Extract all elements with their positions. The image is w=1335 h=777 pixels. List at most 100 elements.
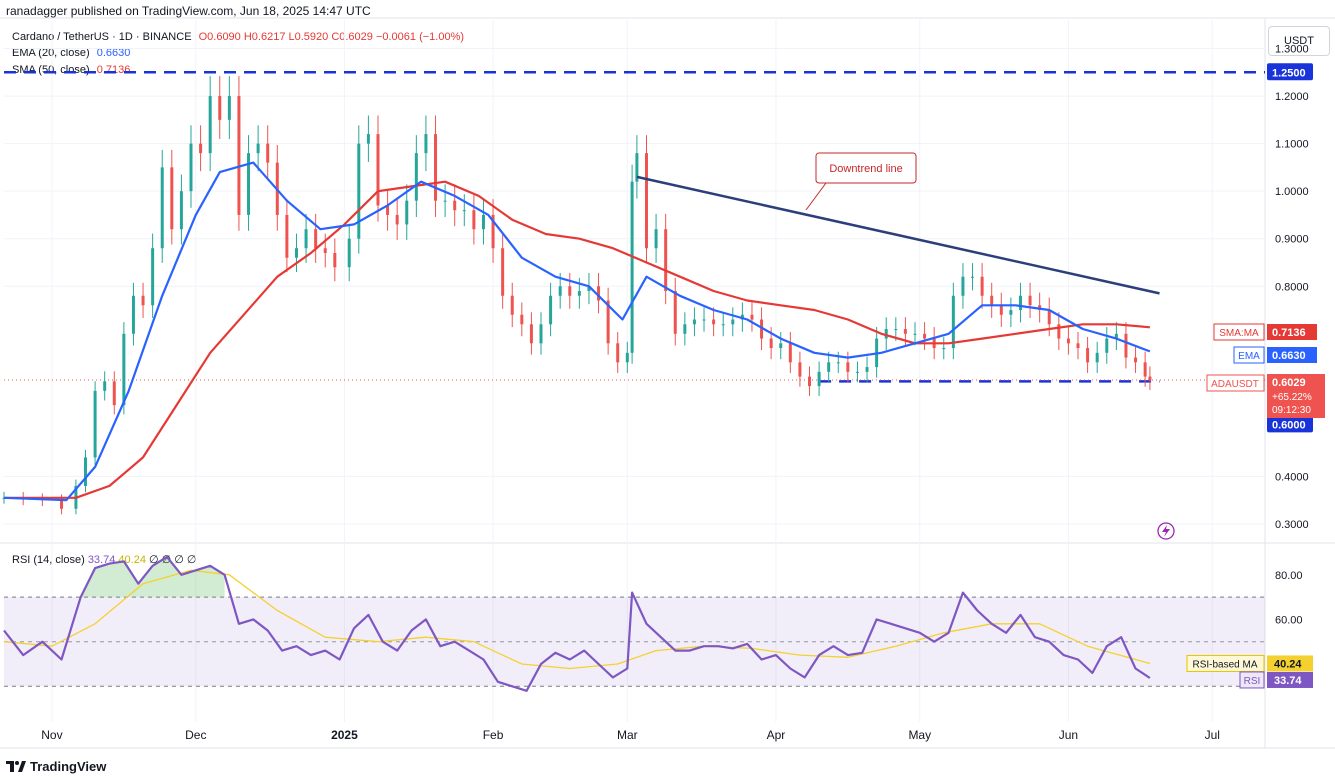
candle-body — [951, 295, 955, 349]
ema-badge-bg — [1267, 347, 1317, 363]
time-tick-label: Dec — [185, 728, 206, 742]
candle-body — [314, 229, 318, 249]
currency-selector[interactable]: USDT — [1268, 26, 1330, 56]
candle-body — [1086, 348, 1090, 363]
rsi-badge-bg — [1267, 671, 1313, 688]
candle-body — [218, 96, 222, 120]
candle-body — [60, 500, 64, 509]
candle-body — [414, 153, 418, 201]
candle-body — [74, 485, 78, 509]
candle-body — [1124, 333, 1128, 358]
time-tick-label: Jun — [1059, 728, 1078, 742]
symbol-badge-label-bg — [1206, 374, 1265, 392]
candle-body — [558, 286, 562, 296]
candle-body — [208, 96, 212, 154]
candle-body — [294, 248, 298, 258]
candle-body — [932, 338, 936, 349]
symbol-badge-value: 0.6029 — [1272, 377, 1306, 389]
ema-badge-label: EMA — [1238, 351, 1260, 362]
candle-body — [347, 238, 351, 268]
rsi-legend: RSI (14, close) 33.74 40.24 ∅ ∅ ∅ ∅ — [12, 553, 197, 566]
candle-body — [395, 214, 399, 225]
candle-body — [189, 143, 193, 192]
candle-body — [587, 286, 591, 292]
symbol-title[interactable]: Cardano / TetherUS · 1D · BINANCE — [12, 31, 192, 43]
symbol-badge-label: ADAUSDT — [1211, 379, 1259, 390]
tradingview-footer: TradingView — [6, 759, 106, 774]
time-tick-label: Jul — [1205, 728, 1220, 742]
candle-body — [1018, 295, 1022, 311]
candle-body — [434, 134, 438, 201]
candle-body — [750, 314, 754, 320]
candle-body — [539, 324, 543, 344]
candle-body — [199, 143, 203, 154]
candle-body — [606, 300, 610, 344]
rsi-line — [3, 555, 1151, 692]
candle-body — [788, 343, 792, 363]
candle-body — [1066, 338, 1070, 344]
candle-body — [625, 352, 629, 363]
ema-label[interactable]: EMA (20, close) — [12, 47, 90, 59]
ema-value: 0.6630 — [96, 47, 131, 59]
candle-body — [855, 371, 859, 373]
footer-brand: TradingView — [30, 759, 107, 774]
candle-body — [285, 214, 289, 258]
candle-body — [2, 497, 6, 499]
published-note: ranadagger published on TradingView.com,… — [6, 4, 371, 18]
rsi-extra-values: ∅ ∅ ∅ ∅ — [149, 554, 197, 566]
candle-body — [654, 229, 658, 249]
candle-body — [568, 286, 572, 296]
rsi-ma-line — [3, 569, 1151, 670]
candle-body — [529, 324, 533, 344]
level-badge-label: 1.2500 — [1272, 67, 1306, 79]
candle-body — [256, 143, 260, 154]
candle-body — [1057, 324, 1061, 339]
candle-body — [491, 214, 495, 249]
candle-body — [1028, 295, 1032, 306]
candle-body — [103, 381, 107, 391]
price-tick-label: 0.4000 — [1275, 471, 1309, 483]
ema-badge-label-bg — [1233, 346, 1265, 364]
candle-body — [1105, 338, 1109, 353]
symbol-legend: Cardano / TetherUS · 1D · BINANCE O0.609… — [12, 31, 464, 43]
rsi-badge-value: 33.74 — [1274, 675, 1302, 687]
sma-legend: SMA (50, close) 0.7136 — [12, 64, 130, 76]
candle-body — [424, 134, 428, 154]
candle-body — [1009, 310, 1013, 315]
time-tick-label: Nov — [41, 728, 62, 742]
symbol-badge-bg — [1267, 374, 1325, 418]
time-tick-label: 2025 — [331, 728, 358, 742]
candle-body — [462, 210, 466, 212]
candle-body — [923, 333, 927, 339]
rsi-label[interactable]: RSI (14, close) — [12, 554, 85, 566]
candle-body — [630, 181, 634, 353]
price-tick-label: 1.0000 — [1275, 186, 1309, 198]
sma-label[interactable]: SMA (50, close) — [12, 64, 90, 76]
price-tick-label: 0.8000 — [1275, 281, 1309, 293]
annotation-text: Downtrend line — [829, 163, 902, 175]
candle-body — [961, 276, 965, 296]
candle-body — [1143, 362, 1147, 377]
sma-badge-label-bg — [1213, 323, 1265, 341]
sma50-line — [4, 180, 1150, 499]
candle-body — [93, 390, 97, 458]
ema20-line — [3, 161, 1151, 502]
rsi-ma-legend-value: 40.24 — [118, 554, 146, 566]
rsi-ma-badge-label: RSI-based MA — [1192, 659, 1257, 670]
sma-value: 0.7136 — [96, 64, 131, 76]
candle-body — [40, 499, 44, 501]
candle-body — [141, 295, 145, 306]
candle-body — [481, 214, 485, 230]
rsi-ma-badge-bg — [1267, 655, 1313, 672]
candle-body — [1095, 352, 1099, 363]
rsi-tick-label: 80.00 — [1275, 570, 1303, 582]
candle-body — [1114, 333, 1118, 339]
candle-body — [817, 371, 821, 387]
sma-badge-bg — [1267, 324, 1317, 340]
candle-body — [721, 324, 725, 326]
ema-legend: EMA (20, close) 0.6630 — [12, 47, 130, 59]
candle-body — [865, 367, 869, 372]
annotation-pointer — [805, 182, 827, 211]
candle-body — [769, 338, 773, 349]
